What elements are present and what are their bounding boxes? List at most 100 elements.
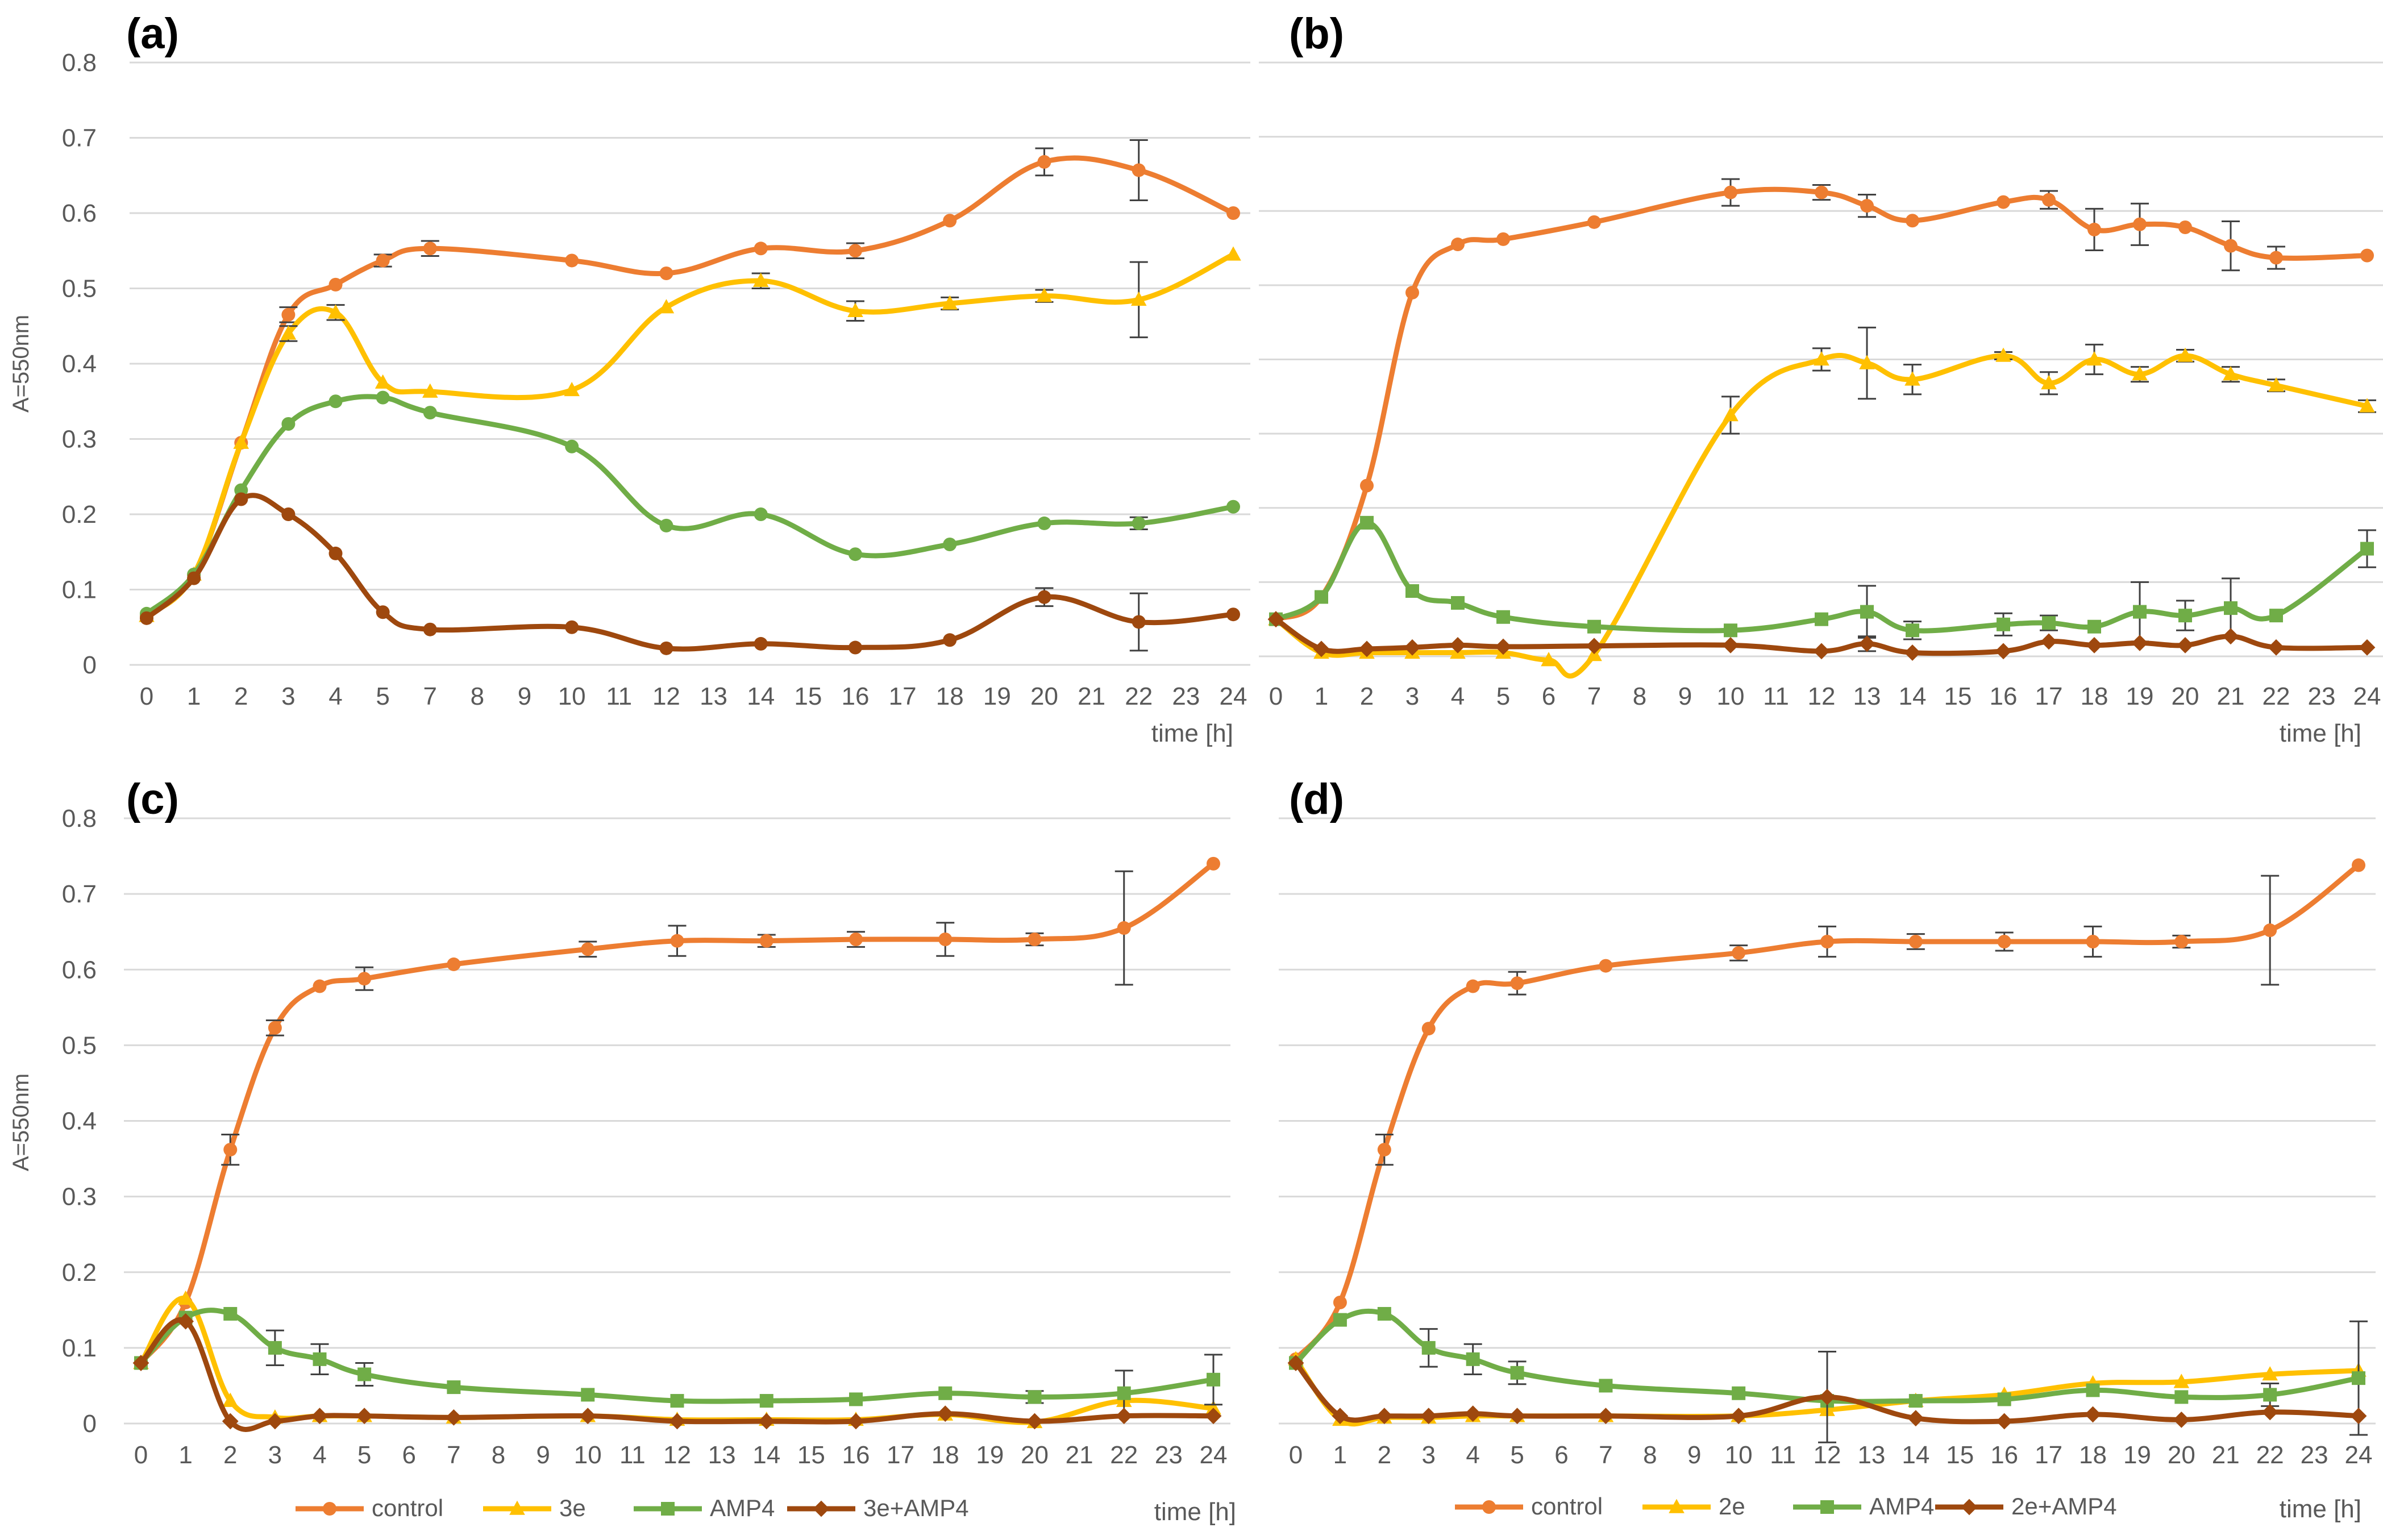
y-tick-label: 0.5 [62, 275, 97, 303]
x-tick-label: 11 [606, 682, 632, 710]
data-point [937, 1405, 954, 1422]
data-point [423, 242, 437, 256]
data-point [1587, 215, 1601, 229]
data-point [1858, 635, 1875, 652]
data-point [658, 299, 675, 314]
data-point [565, 253, 579, 268]
data-point [565, 620, 579, 634]
data-point [1732, 1386, 1746, 1400]
legend-item: control [1455, 1493, 1603, 1520]
data-point [1599, 959, 1613, 973]
data-point [754, 242, 768, 256]
data-point [2174, 934, 2189, 948]
data-point [2360, 248, 2374, 263]
series-line [144, 394, 1236, 617]
x-tick-label: 11 [1770, 1441, 1796, 1469]
series-3e-plus-amp4 [132, 1313, 1222, 1432]
data-point [1404, 639, 1421, 656]
x-tick-label: 10 [1717, 682, 1745, 710]
x-tick-label: 5 [357, 1441, 371, 1469]
x-axis-label: time [h] [2280, 719, 2361, 747]
legend-label: 3e [559, 1495, 586, 1521]
x-tick-label: 9 [536, 1441, 550, 1469]
data-point [1037, 516, 1051, 530]
data-point [1995, 347, 2011, 362]
legend-marker [1669, 1499, 1685, 1513]
x-tick-label: 5 [1510, 1441, 1524, 1469]
x-tick-label: 11 [1763, 682, 1789, 710]
data-point [1132, 163, 1146, 177]
data-point [2224, 601, 2238, 615]
data-point [1226, 206, 1240, 220]
x-tick-label: 13 [1853, 682, 1881, 710]
legend-item: 2e+AMP4 [1935, 1493, 2117, 1520]
y-axis-label: A=550nm [9, 315, 34, 413]
data-point [669, 1413, 685, 1430]
x-tick-label: 19 [2126, 682, 2154, 710]
series-amp4 [1269, 515, 2376, 643]
data-point [1449, 637, 1466, 654]
legend-item: control [296, 1495, 443, 1521]
data-point [1205, 1408, 1222, 1425]
data-point [1287, 1355, 1304, 1371]
data-point [268, 1341, 282, 1355]
data-point [1996, 1413, 2013, 1430]
data-point [848, 640, 862, 655]
data-point [376, 253, 390, 268]
x-tick-label: 14 [1899, 682, 1927, 710]
data-point [1405, 285, 1419, 299]
data-point [422, 383, 438, 398]
data-point [2261, 1404, 2278, 1421]
y-tick-label: 0.6 [62, 956, 97, 984]
x-tick-label: 15 [797, 1441, 825, 1469]
x-tick-label: 17 [889, 682, 917, 710]
series-amp4 [140, 390, 1240, 621]
y-tick-label: 0.2 [62, 501, 97, 528]
data-point [328, 277, 343, 292]
data-point [938, 1386, 953, 1400]
legend-label: 2e [1719, 1493, 1745, 1520]
data-point [2174, 1390, 2189, 1404]
data-point [1132, 615, 1146, 629]
x-tick-label: 15 [1946, 1441, 1974, 1469]
data-point [1226, 607, 1240, 622]
x-tick-label: 3 [1405, 682, 1419, 710]
data-point [1333, 1313, 1347, 1327]
x-tick-label: 23 [1172, 682, 1200, 710]
y-tick-label: 0.3 [62, 1183, 97, 1211]
x-tick-label: 23 [2301, 1441, 2328, 1469]
data-point [223, 1143, 238, 1157]
x-tick-label: 12 [652, 682, 680, 710]
data-point [2133, 217, 2147, 231]
data-point [1815, 185, 1828, 199]
series-line [138, 1308, 1216, 1404]
x-tick-label: 4 [1466, 1441, 1479, 1469]
data-point [233, 434, 249, 449]
x-tick-label: 24 [2345, 1441, 2373, 1469]
data-point [759, 934, 773, 948]
data-point [1028, 1390, 1042, 1404]
y-tick-label: 0.5 [62, 1031, 97, 1059]
data-point [313, 1352, 327, 1366]
data-point [938, 933, 953, 946]
x-tick-label: 19 [976, 1441, 1004, 1469]
data-point [1908, 934, 1923, 948]
series-line [1293, 1308, 2361, 1404]
x-tick-label: 22 [2256, 1441, 2284, 1469]
x-tick-label: 23 [2308, 682, 2336, 710]
legend-item: 3e+AMP4 [787, 1495, 969, 1521]
x-tick-label: 0 [140, 682, 153, 710]
x-tick-label: 16 [841, 682, 869, 710]
data-point [1599, 1379, 1613, 1393]
panel-label: (c) [126, 775, 179, 823]
x-tick-label: 4 [1451, 682, 1465, 710]
data-point [2350, 1408, 2367, 1425]
data-point [234, 492, 248, 506]
data-point [1724, 185, 1737, 199]
series-3e-plus-amp4 [140, 492, 1240, 655]
data-point [2359, 639, 2376, 656]
x-tick-label: 4 [313, 1441, 326, 1469]
data-point [328, 394, 343, 409]
data-point [327, 304, 344, 319]
